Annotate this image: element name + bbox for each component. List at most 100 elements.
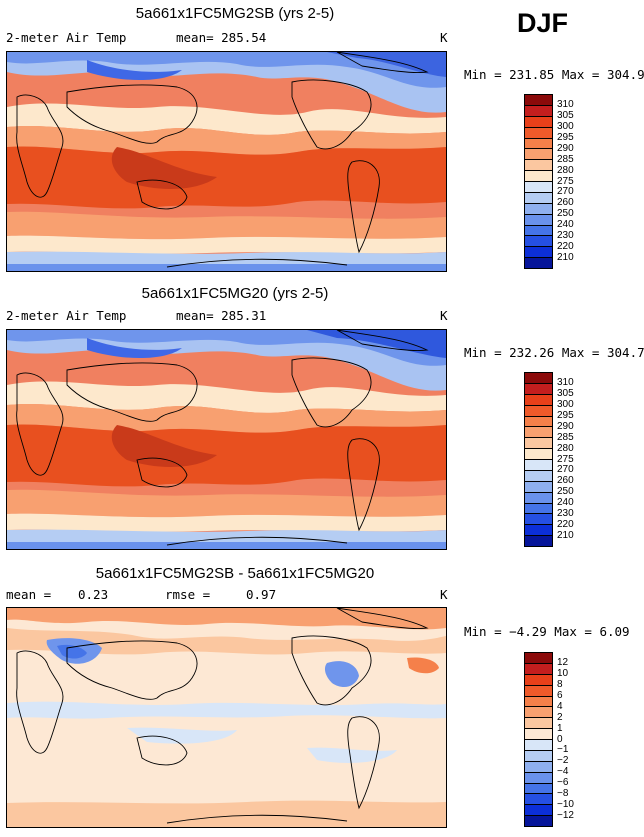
colorbar-label: 290 [557, 142, 574, 154]
colorbar-label: −2 [557, 755, 569, 767]
colorbar-swatch [525, 182, 552, 193]
colorbar-swatch [525, 394, 552, 406]
colorbar-label: −6 [557, 777, 569, 789]
colorbar-swatch [525, 750, 552, 762]
colorbar-swatch [525, 481, 552, 493]
colorbar-swatch [525, 214, 552, 226]
colorbar-label: 270 [557, 464, 574, 476]
colorbar-swatch [525, 674, 552, 686]
colorbar-label: 295 [557, 131, 574, 143]
colorbar-label: 250 [557, 486, 574, 498]
colorbar-swatch [525, 740, 552, 751]
panel3-colorbar [524, 652, 553, 827]
colorbar-label: 2 [557, 711, 563, 723]
panel2-minmax: Min = 232.26 Max = 304.79 [464, 345, 644, 360]
panel3-mean-value: 0.23 [78, 587, 109, 602]
colorbar-label: −4 [557, 766, 569, 778]
panel3-minmax: Min = −4.29 Max = 6.09 [464, 624, 630, 639]
colorbar-swatch [525, 761, 552, 773]
colorbar-label: 230 [557, 508, 574, 520]
panel1-map [6, 51, 447, 272]
colorbar-label: 0 [557, 733, 563, 745]
colorbar-swatch [525, 258, 552, 268]
colorbar-swatch [525, 416, 552, 428]
colorbar-swatch [525, 449, 552, 460]
colorbar-swatch [525, 405, 552, 417]
colorbar-swatch [525, 427, 552, 439]
colorbar-swatch [525, 225, 552, 237]
colorbar-swatch [525, 663, 552, 675]
colorbar-swatch [525, 525, 552, 537]
colorbar-label: 310 [557, 98, 574, 110]
colorbar-swatch [525, 685, 552, 697]
colorbar-label: 250 [557, 208, 574, 220]
colorbar-label: 285 [557, 153, 574, 165]
colorbar-label: 305 [557, 387, 574, 399]
colorbar-swatch [525, 171, 552, 182]
panel2-title: 5a661x1FC5MG20 (yrs 2-5) [141, 285, 329, 302]
colorbar-swatch [525, 772, 552, 784]
colorbar-swatch [525, 718, 552, 730]
panel1-units: K [440, 30, 448, 45]
panel3-map [6, 607, 447, 828]
panel3-title: 5a661x1FC5MG2SB - 5a661x1FC5MG20 [95, 565, 375, 582]
panel2-colorbar [524, 372, 553, 547]
panel3-units: K [440, 587, 448, 602]
colorbar-label: 270 [557, 186, 574, 198]
colorbar-swatch [525, 138, 552, 150]
colorbar-label: 210 [557, 252, 574, 264]
colorbar-swatch [525, 383, 552, 395]
colorbar-label: 300 [557, 120, 574, 132]
panel2-units: K [440, 308, 448, 323]
colorbar-label: 275 [557, 453, 574, 465]
colorbar-swatch [525, 247, 552, 259]
panel1-title: 5a661x1FC5MG2SB (yrs 2-5) [135, 5, 335, 22]
panel3-rmse-label: rmse = [165, 587, 211, 602]
colorbar-swatch [525, 203, 552, 215]
colorbar-label: 10 [557, 667, 569, 679]
panel2-variable-label: 2-meter Air Temp [6, 308, 127, 323]
panel1-mean: mean= 285.54 [176, 30, 267, 45]
panel3-rmse-value: 0.97 [246, 587, 277, 602]
colorbar-label: 4 [557, 700, 563, 712]
colorbar-swatch [525, 116, 552, 128]
colorbar-swatch [525, 816, 552, 826]
colorbar-swatch [525, 707, 552, 719]
colorbar-label: 230 [557, 230, 574, 242]
colorbar-label: 295 [557, 409, 574, 421]
panel1-colorbar [524, 94, 553, 269]
panel2-mean: mean= 285.31 [176, 308, 267, 323]
colorbar-swatch [525, 373, 552, 384]
colorbar-label: 260 [557, 197, 574, 209]
colorbar-label: 285 [557, 431, 574, 443]
colorbar-swatch [525, 192, 552, 204]
colorbar-swatch [525, 149, 552, 161]
colorbar-label: 220 [557, 241, 574, 253]
panel1-minmax: Min = 231.85 Max = 304.95 [464, 67, 644, 82]
colorbar-label: 280 [557, 442, 574, 454]
colorbar-label: 275 [557, 175, 574, 187]
colorbar-swatch [525, 696, 552, 708]
colorbar-label: 240 [557, 497, 574, 509]
panel3-mean-label: mean = [6, 587, 52, 602]
colorbar-swatch [525, 160, 552, 172]
panel2-map [6, 329, 447, 550]
colorbar-label: 260 [557, 475, 574, 487]
colorbar-swatch [525, 536, 552, 546]
panel1-variable-label: 2-meter Air Temp [6, 30, 127, 45]
colorbar-label: 290 [557, 420, 574, 432]
colorbar-swatch [525, 460, 552, 471]
colorbar-swatch [525, 503, 552, 515]
colorbar-swatch [525, 95, 552, 106]
colorbar-label: −1 [557, 744, 569, 756]
colorbar-swatch [525, 805, 552, 817]
colorbar-swatch [525, 105, 552, 117]
colorbar-label: −12 [557, 810, 574, 822]
colorbar-label: 1 [557, 722, 563, 734]
colorbar-label: 240 [557, 219, 574, 231]
colorbar-label: 8 [557, 678, 563, 690]
colorbar-label: 220 [557, 519, 574, 531]
season-label: DJF [517, 8, 569, 38]
colorbar-label: 300 [557, 398, 574, 410]
colorbar-swatch [525, 470, 552, 482]
